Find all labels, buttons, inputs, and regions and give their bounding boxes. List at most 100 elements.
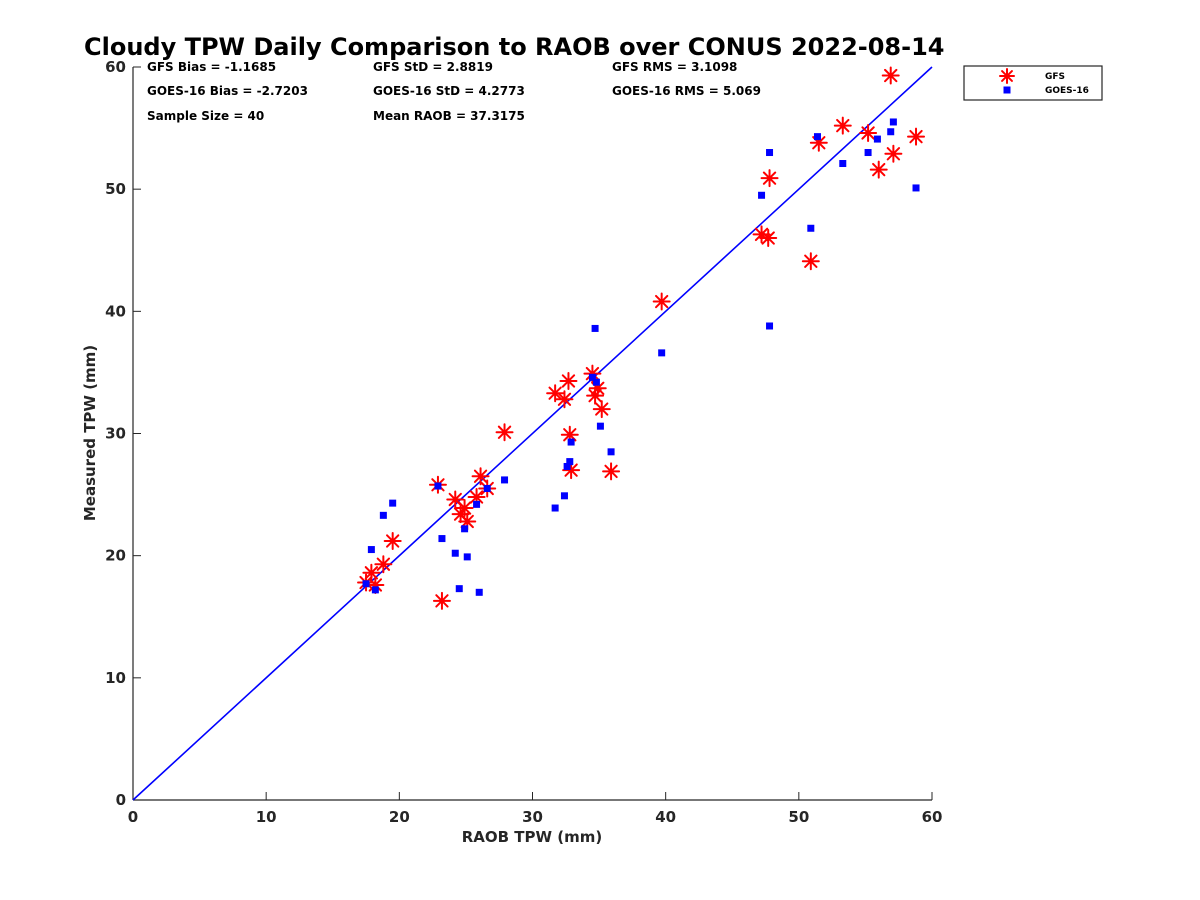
- gfs-point: [559, 371, 578, 390]
- y-tick-label: 50: [105, 180, 126, 198]
- x-tick-label: 20: [389, 808, 410, 826]
- x-axis-label: RAOB TPW (mm): [462, 828, 603, 846]
- gfs-point: [592, 400, 611, 419]
- gfs-point: [446, 490, 465, 509]
- gfs-point: [752, 225, 771, 244]
- legend-goes-label: GOES-16: [1045, 86, 1089, 96]
- gfs-point: [458, 512, 477, 531]
- gfs-point: [374, 555, 393, 574]
- gfs-point: [495, 423, 514, 442]
- gfs-point: [471, 467, 490, 486]
- goes16-point: [566, 458, 574, 466]
- legend-goes-marker: [1003, 86, 1011, 94]
- goes16-point: [434, 482, 442, 490]
- legend: GFS GOES-16: [963, 65, 1103, 101]
- goes16-point: [551, 504, 559, 512]
- goes16-point: [483, 484, 491, 492]
- stat-goes-bias: GOES-16 Bias = -2.7203: [147, 84, 308, 98]
- goes16-point: [607, 448, 615, 456]
- gfs-point: [455, 499, 474, 518]
- y-tick-label: 20: [105, 547, 126, 565]
- gfs-point: [881, 66, 900, 85]
- goes16-point: [560, 492, 568, 500]
- data-points: [357, 66, 926, 610]
- x-tick-label: 60: [922, 808, 943, 826]
- gfs-point: [801, 252, 820, 271]
- goes16-point: [592, 378, 600, 386]
- gfs-point: [432, 591, 451, 610]
- goes16-point: [362, 580, 370, 588]
- plot-axes: 0 10 20 30 40 50 60 0 10 20 30 40 50 60: [105, 58, 942, 826]
- legend-box: [963, 65, 1103, 101]
- gfs-point: [759, 229, 778, 248]
- goes16-point: [455, 585, 463, 593]
- x-tick-label: 40: [655, 808, 676, 826]
- goes16-point: [887, 128, 895, 136]
- x-tick-label: 30: [522, 808, 543, 826]
- goes16-point: [389, 499, 397, 507]
- goes16-point: [658, 349, 666, 357]
- gfs-point: [869, 160, 888, 179]
- gfs-point: [366, 575, 385, 594]
- y-tick-label: 0: [116, 791, 126, 809]
- gfs-point: [583, 364, 602, 383]
- stat-goes-rms: GOES-16 RMS = 5.069: [612, 84, 761, 98]
- gfs-point: [467, 488, 486, 507]
- gfs-point: [560, 425, 579, 444]
- stat-mean-raob: Mean RAOB = 37.3175: [373, 109, 525, 123]
- gfs-point: [884, 144, 903, 163]
- legend-gfs-marker: [999, 68, 1015, 84]
- goes16-point: [758, 191, 766, 199]
- goes16-point: [912, 184, 920, 192]
- stat-goes-std: GOES-16 StD = 4.2773: [373, 84, 525, 98]
- stats-block: GFS Bias = -1.1685 GFS StD = 2.8819 GFS …: [147, 60, 761, 123]
- goes16-point: [807, 224, 815, 232]
- gfs-point: [555, 390, 574, 409]
- goes16-point: [766, 149, 774, 157]
- goes16-point: [864, 149, 872, 157]
- stat-sample-size: Sample Size = 40: [147, 109, 264, 123]
- one-to-one-line: [132, 66, 933, 801]
- gfs-point: [602, 462, 621, 481]
- stat-gfs-std: GFS StD = 2.8819: [373, 60, 493, 74]
- x-tick-label: 10: [256, 808, 277, 826]
- goes16-point: [463, 553, 471, 561]
- chart-title: Cloudy TPW Daily Comparison to RAOB over…: [84, 33, 944, 61]
- one-to-one-line-group: [132, 66, 933, 801]
- goes16-point: [596, 422, 604, 430]
- goes16-point: [588, 373, 596, 381]
- goes16-point: [451, 549, 459, 557]
- y-tick-label: 40: [105, 302, 126, 320]
- x-tick-label: 50: [788, 808, 809, 826]
- goes16-point: [591, 324, 599, 332]
- legend-goes-square: [1003, 86, 1011, 94]
- stat-gfs-rms: GFS RMS = 3.1098: [612, 60, 737, 74]
- gfs-point: [652, 292, 671, 311]
- gfs-point: [907, 127, 926, 146]
- goes16-point: [371, 586, 379, 594]
- y-tick-label: 10: [105, 669, 126, 687]
- gfs-point: [562, 461, 581, 480]
- goes16-point: [567, 438, 575, 446]
- goes16-point: [438, 535, 446, 543]
- goes16-point: [563, 462, 571, 470]
- gfs-point: [859, 123, 878, 142]
- y-axis-label: Measured TPW (mm): [81, 345, 99, 521]
- gfs-point: [588, 379, 607, 398]
- goes16-point: [475, 588, 483, 596]
- goes16-point: [379, 511, 387, 519]
- goes16-point: [873, 135, 881, 143]
- gfs-point: [383, 532, 402, 551]
- gfs-point: [546, 384, 565, 403]
- gfs-point: [586, 386, 605, 405]
- y-tick-label: 30: [105, 425, 126, 443]
- gfs-point: [451, 505, 470, 524]
- legend-gfs-label: GFS: [1045, 72, 1065, 82]
- goes16-point: [501, 476, 509, 484]
- y-tick-label: 60: [105, 58, 126, 76]
- gfs-point: [833, 116, 852, 135]
- gfs-point: [760, 169, 779, 188]
- x-tick-label: 0: [128, 808, 138, 826]
- legend-gfs-asterisk: [999, 68, 1015, 84]
